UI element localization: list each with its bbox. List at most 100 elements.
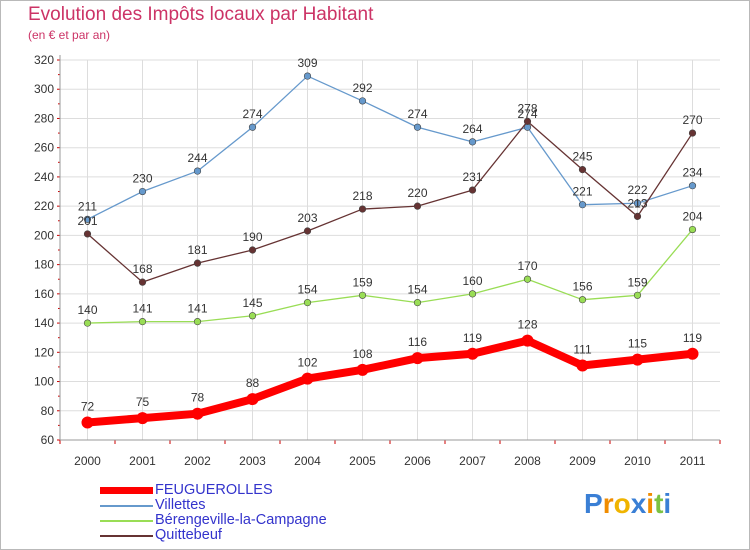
axes: 60 80 100 120 140 160 180 200 220 240 260 280 300 320… bbox=[34, 53, 721, 468]
data-label: 218 bbox=[352, 189, 372, 203]
data-label: 270 bbox=[682, 113, 702, 127]
legend-label: Quittebeuf bbox=[155, 527, 222, 543]
data-point bbox=[468, 186, 477, 194]
data-label: 221 bbox=[572, 185, 592, 199]
data-point bbox=[688, 182, 697, 190]
x-tick-label: 2002 bbox=[184, 454, 211, 468]
data-label: 145 bbox=[242, 296, 262, 310]
data-point bbox=[193, 167, 202, 175]
logo-letter: o bbox=[613, 488, 631, 519]
data-point bbox=[356, 363, 369, 376]
y-tick-label: 240 bbox=[34, 170, 54, 184]
legend-swatch bbox=[100, 520, 153, 522]
logo-letter: t bbox=[654, 488, 664, 519]
y-tick-label: 300 bbox=[34, 82, 54, 96]
data-point bbox=[468, 138, 477, 146]
data-label: 245 bbox=[572, 150, 592, 164]
data-point bbox=[248, 123, 257, 131]
data-point bbox=[303, 227, 312, 235]
data-point bbox=[633, 212, 642, 220]
data-label: 274 bbox=[242, 107, 262, 121]
data-label: 160 bbox=[462, 274, 482, 288]
data-point bbox=[688, 129, 697, 137]
legend-label: Bérengeville-la-Campagne bbox=[155, 512, 327, 528]
y-tick-label: 60 bbox=[41, 433, 55, 447]
x-tick-label: 2008 bbox=[514, 454, 541, 468]
data-label: 108 bbox=[352, 347, 372, 361]
data-point bbox=[468, 290, 477, 298]
data-label: 244 bbox=[187, 151, 207, 165]
data-label: 203 bbox=[297, 211, 317, 225]
x-tick-label: 2005 bbox=[349, 454, 376, 468]
data-label: 170 bbox=[517, 259, 537, 273]
proxiti-logo: Proxiti bbox=[584, 488, 671, 520]
legend-item-villettes: Villettes bbox=[100, 497, 420, 513]
data-label: 220 bbox=[407, 186, 427, 200]
data-point bbox=[578, 166, 587, 174]
y-tick-label: 200 bbox=[34, 228, 54, 242]
data-point bbox=[523, 275, 532, 283]
legend-item-quittebeuf: Quittebeuf bbox=[100, 527, 420, 543]
data-point bbox=[83, 230, 92, 238]
data-label: 119 bbox=[683, 331, 702, 345]
data-point bbox=[578, 296, 587, 304]
data-point bbox=[248, 312, 257, 320]
series-line bbox=[83, 336, 697, 427]
data-label: 141 bbox=[132, 302, 152, 316]
legend: FEUGUEROLLES Villettes Bérengeville-la-C… bbox=[100, 482, 420, 543]
data-label: 111 bbox=[573, 342, 592, 356]
data-point bbox=[303, 299, 312, 307]
data-point bbox=[138, 318, 147, 326]
data-label: 88 bbox=[246, 376, 260, 390]
data-label: 168 bbox=[132, 262, 152, 276]
data-point bbox=[193, 259, 202, 267]
legend-swatch bbox=[100, 487, 153, 494]
data-label: 201 bbox=[77, 214, 97, 228]
data-point bbox=[301, 372, 314, 385]
data-point bbox=[631, 353, 644, 366]
data-point bbox=[246, 393, 259, 406]
data-label: 78 bbox=[191, 391, 205, 405]
data-label: 116 bbox=[408, 335, 427, 349]
data-label: 278 bbox=[517, 101, 537, 115]
y-tick-label: 160 bbox=[34, 287, 54, 301]
logo-letter: x bbox=[630, 488, 647, 519]
data-label: 72 bbox=[81, 399, 95, 413]
data-label: 292 bbox=[352, 81, 372, 95]
data-label: 274 bbox=[517, 107, 537, 121]
data-point bbox=[83, 215, 92, 223]
data-label: 264 bbox=[462, 122, 482, 136]
data-label: 211 bbox=[78, 199, 97, 213]
x-tick-label: 2003 bbox=[239, 454, 266, 468]
x-tick-label: 2009 bbox=[569, 454, 596, 468]
data-label: 234 bbox=[682, 166, 702, 180]
data-label: 181 bbox=[187, 243, 207, 257]
data-point bbox=[633, 291, 642, 299]
data-point bbox=[633, 199, 642, 207]
data-label: 222 bbox=[627, 183, 647, 197]
logo-letter: r bbox=[602, 488, 614, 519]
data-point bbox=[521, 334, 534, 347]
data-point bbox=[81, 416, 94, 429]
legend-swatch bbox=[100, 505, 153, 507]
chart-title: Evolution des Impôts locaux par Habitant bbox=[28, 4, 374, 25]
y-tick-label: 100 bbox=[34, 375, 54, 389]
data-label: 115 bbox=[628, 337, 647, 351]
x-tick-label: 2000 bbox=[74, 454, 101, 468]
data-point bbox=[193, 318, 202, 326]
series-lines bbox=[81, 72, 699, 429]
data-point bbox=[413, 123, 422, 131]
data-label: 141 bbox=[187, 302, 207, 316]
series-line bbox=[86, 75, 694, 220]
data-point bbox=[466, 347, 479, 360]
legend-item-berengeville: Bérengeville-la-Campagne bbox=[100, 512, 420, 528]
data-point bbox=[576, 359, 589, 372]
data-label: 204 bbox=[682, 210, 702, 224]
data-label: 159 bbox=[352, 275, 372, 289]
legend-label: Villettes bbox=[155, 497, 206, 513]
grid-lines bbox=[60, 59, 720, 441]
data-label: 230 bbox=[132, 172, 152, 186]
logo-letter: i bbox=[646, 488, 655, 519]
